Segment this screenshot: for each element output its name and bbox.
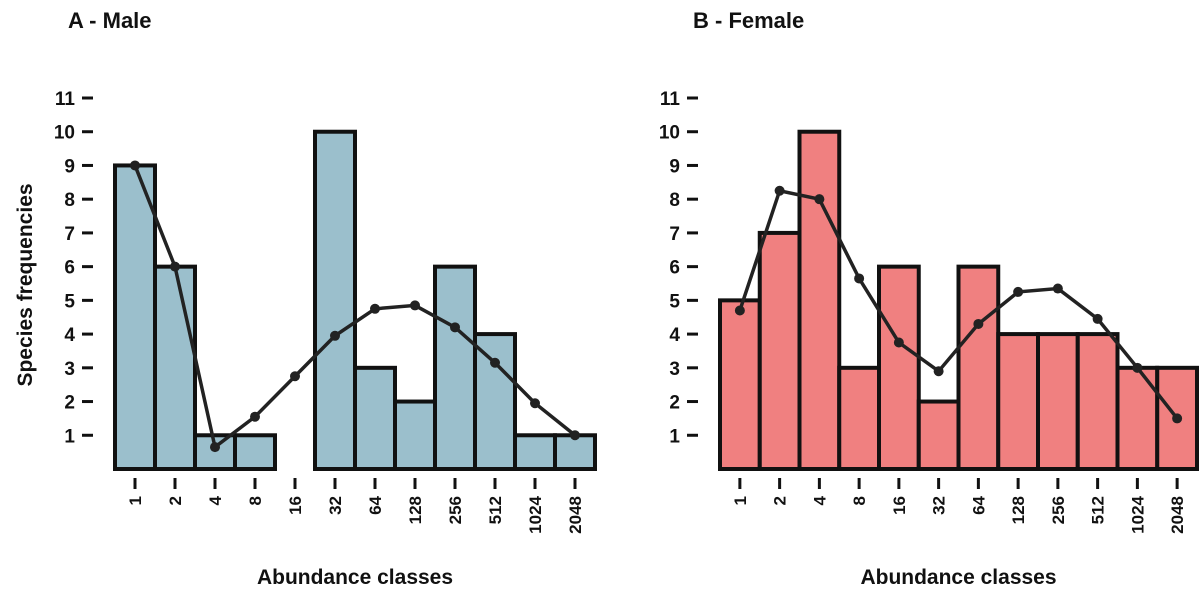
x-tick-label: 256 [446, 496, 465, 524]
trend-point [210, 442, 220, 453]
y-tick-label: 9 [64, 156, 75, 177]
trend-point [814, 194, 825, 205]
trend-point [490, 357, 500, 368]
y-tick-label: 7 [669, 224, 680, 245]
trend-point [973, 318, 984, 329]
trend-point [1013, 286, 1024, 297]
trend-line [133, 164, 577, 451]
trend-point [250, 411, 260, 422]
x-tick-label: 1024 [526, 495, 545, 533]
x-tick-label: 2 [771, 496, 790, 505]
x-tick-label: 1 [731, 496, 750, 505]
x-tick-label: 8 [246, 496, 265, 505]
trend-point [370, 303, 380, 314]
bar [718, 298, 762, 472]
x-tick-label: 1 [126, 496, 145, 505]
y-tick-label: 3 [64, 359, 75, 380]
bar [113, 163, 157, 471]
trend-point [130, 160, 140, 171]
y-tick-label: 11 [55, 89, 76, 110]
x-axis-label: Abundance classes [860, 566, 1056, 589]
y-tick-label: 7 [64, 224, 75, 245]
x-tick-label: 128 [1009, 496, 1028, 524]
y-tick-label: 8 [669, 190, 680, 211]
x-tick-label: 2048 [566, 496, 585, 534]
bar [797, 129, 842, 472]
y-tick-label: 1 [669, 426, 680, 447]
trend-point [330, 330, 340, 341]
trend-point [570, 430, 580, 441]
trend-point [893, 337, 904, 348]
bar [313, 129, 357, 472]
x-tick-label: 8 [850, 496, 869, 505]
y-tick-label: 4 [669, 325, 680, 346]
trend-point [734, 305, 745, 316]
chart-title: A - Male [68, 8, 152, 33]
bar [473, 332, 517, 471]
bar [553, 433, 597, 472]
trend-point [170, 261, 180, 272]
x-tick-label: 16 [286, 496, 305, 515]
x-axis-label: Abundance classes [257, 566, 453, 589]
x-tick-label: 128 [406, 496, 425, 524]
bar [877, 264, 921, 471]
y-tick-label: 6 [669, 258, 680, 279]
y-tick-label: 3 [669, 359, 680, 380]
x-tick-label: 4 [810, 495, 829, 505]
bar [513, 433, 557, 472]
x-tick-label: 16 [890, 496, 909, 515]
x-tick-label: 512 [1089, 496, 1108, 524]
bar [393, 399, 437, 471]
trend-point [1092, 313, 1103, 324]
y-tick-label: 10 [54, 123, 75, 144]
x-tick-label: 32 [326, 496, 345, 515]
trend-line [738, 188, 1179, 420]
y-tick-label: 1 [64, 426, 75, 447]
y-tick-label: 11 [660, 89, 681, 110]
y-tick-label: 6 [64, 258, 75, 279]
x-tick-label: 2 [166, 496, 185, 505]
y-tick-label: 2 [64, 393, 75, 414]
bar [1036, 332, 1080, 471]
trend-point [450, 322, 460, 333]
trend-point [410, 300, 420, 311]
bar [837, 365, 881, 471]
x-tick-label: 2048 [1168, 496, 1187, 534]
bar [916, 399, 961, 471]
trend-point [1132, 362, 1143, 373]
y-axis-label: Species frequencies [14, 183, 37, 386]
y-tick-label: 2 [669, 393, 680, 414]
y-tick-label: 4 [64, 325, 75, 346]
trend-point [1172, 413, 1183, 424]
x-tick-label: 32 [930, 496, 949, 515]
x-tick-label: 256 [1049, 496, 1068, 524]
bar [996, 332, 1040, 471]
x-tick-label: 4 [206, 495, 225, 505]
bar [233, 433, 277, 472]
trend-point [933, 366, 944, 377]
y-tick-label: 9 [669, 156, 680, 177]
x-tick-label: 64 [969, 495, 988, 514]
y-tick-label: 5 [669, 291, 680, 312]
y-tick-label: 8 [64, 190, 75, 211]
x-tick-label: 64 [366, 495, 385, 514]
trend-point [774, 185, 785, 196]
trend-point [854, 273, 865, 284]
bar [956, 264, 1001, 471]
y-tick-label: 5 [64, 291, 75, 312]
trend-point [1052, 283, 1063, 294]
x-tick-label: 1024 [1128, 495, 1147, 533]
chart-title: B - Female [693, 8, 804, 33]
y-tick-label: 10 [659, 123, 680, 144]
bar [757, 230, 802, 471]
bar [1075, 332, 1120, 471]
trend-point [290, 371, 300, 382]
bar [353, 365, 397, 471]
trend-point [530, 398, 540, 409]
x-tick-label: 512 [486, 496, 505, 524]
bar [433, 264, 477, 471]
bar [153, 264, 197, 471]
